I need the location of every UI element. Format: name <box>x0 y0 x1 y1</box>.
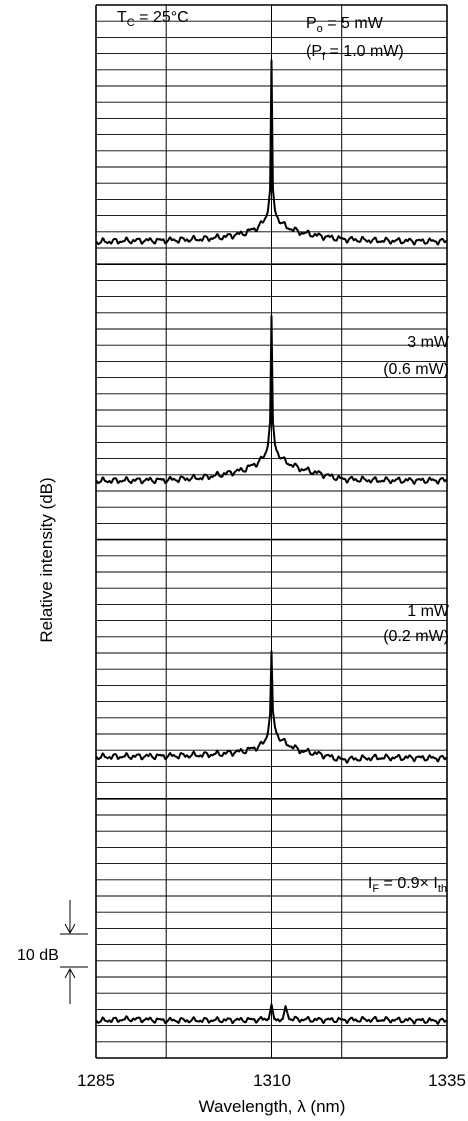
x-tick-label-1310: 1310 <box>253 1071 291 1090</box>
temperature-label: TC = 25°C <box>117 9 189 29</box>
panel-3-power-label: 1 mW <box>407 603 450 620</box>
panel-3-front-label: (0.2 mW) <box>383 628 449 645</box>
y-axis-label: Relative intensity (dB) <box>37 477 56 642</box>
spectrum-line-panel-1 <box>95 59 448 246</box>
x-axis-label: Wavelength, λ (nm) <box>199 1097 346 1116</box>
scale-bar: 10 dB <box>17 900 88 1004</box>
spectra <box>95 59 448 1025</box>
grid <box>95 4 448 1059</box>
spectrum-line-panel-2 <box>95 315 448 485</box>
spectrum-line-panel-3 <box>95 650 448 764</box>
x-tick-label-1335: 1335 <box>428 1071 466 1090</box>
panel-2-power-label: 3 mW <box>407 334 450 351</box>
spectrum-line-panel-4 <box>95 1003 448 1025</box>
labels: Relative intensity (dB) Wavelength, λ (n… <box>17 9 466 1116</box>
panel-4-current-label: IF = 0.9× Ith <box>368 875 447 895</box>
panel-2-front-label: (0.6 mW) <box>383 361 449 378</box>
scale-bar-label: 10 dB <box>17 947 59 964</box>
panel-1-front-label: (Pf = 1.0 mW) <box>306 43 404 63</box>
panel-1-power-label: Po = 5 mW <box>306 15 384 35</box>
x-tick-label-1285: 1285 <box>77 1071 115 1090</box>
